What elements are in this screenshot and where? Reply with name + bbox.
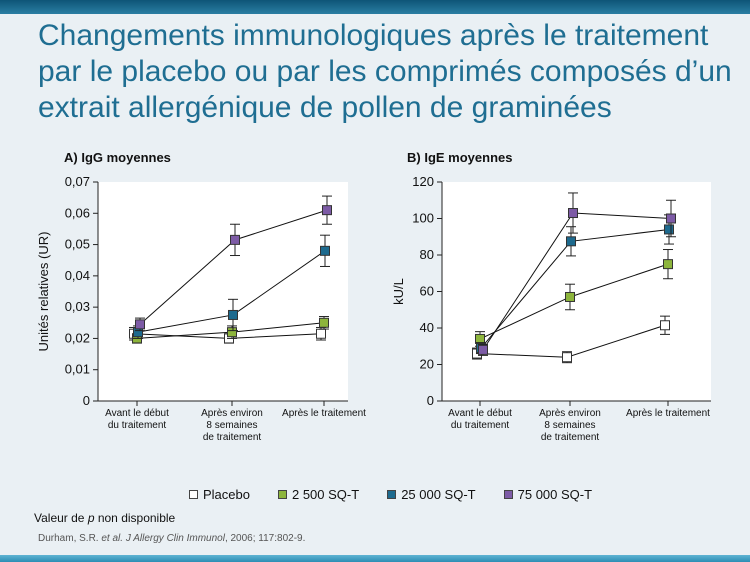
legend-label: 2 500 SQ-T — [291, 486, 360, 502]
y-tick-label: 0,01 — [65, 362, 90, 377]
data-point — [227, 327, 237, 338]
x-tick-label: Après le traitement — [626, 408, 710, 419]
chart-title: B) IgE moyennes — [407, 150, 512, 165]
y-tick-label: 0,02 — [65, 330, 90, 345]
x-tick-label-line: Après environ — [201, 408, 263, 419]
y-tick-label: 20 — [420, 357, 434, 372]
data-point — [566, 236, 576, 247]
legend-item: 75 000 SQ-T — [503, 486, 593, 502]
y-axis-label: kU/L — [391, 278, 406, 305]
data-point — [320, 245, 330, 256]
x-tick-label-line: du traitement — [451, 420, 510, 431]
legend-label: Placebo — [203, 486, 250, 502]
data-point — [663, 259, 673, 270]
y-tick-label: 40 — [420, 320, 434, 335]
data-point — [664, 224, 674, 235]
data-point — [568, 208, 578, 219]
slide-title: Changements immunologiques après le trai… — [38, 19, 732, 124]
data-point — [228, 309, 238, 320]
y-tick-label: 0,07 — [65, 174, 90, 189]
y-tick-label: 0,06 — [65, 205, 90, 220]
citation-author: Durham, S.R. — [38, 533, 102, 544]
x-tick-label: Après environ 8 semaines de traitement — [539, 408, 601, 443]
chart-ige: B) IgE moyennes 0 20 40 60 80 100 120 kU/L Avant … — [391, 150, 711, 443]
legend-item: 25 000 SQ-T — [387, 486, 476, 502]
legend-swatch — [189, 489, 198, 499]
y-tick-label: 100 — [412, 211, 434, 226]
data-point — [565, 291, 575, 302]
footnote-suffix: non disponible — [94, 511, 176, 525]
x-tick-label-line: Après environ — [539, 408, 601, 419]
data-point — [319, 317, 329, 328]
data-point — [562, 352, 572, 363]
y-tick-label: 0 — [83, 393, 90, 408]
y-axis-label: Unités relatives (UR) — [36, 232, 51, 352]
data-point — [316, 328, 326, 339]
footnote: Valeur de p non disponible — [34, 511, 175, 525]
legend-swatch — [387, 489, 397, 499]
data-point — [230, 234, 240, 245]
y-tick-label: 0 — [427, 393, 434, 408]
y-tick-label: 0,03 — [65, 299, 90, 314]
x-tick-label-line: de traitement — [203, 432, 262, 443]
y-tick-label: 0,05 — [65, 237, 90, 252]
y-tick-label: 0,04 — [65, 268, 90, 283]
legend-item: 2 500 SQ-T — [277, 486, 360, 502]
plot-background — [98, 182, 348, 401]
y-tick-label: 120 — [412, 174, 434, 189]
citation: Durham, S.R. et al. J Allergy Clin Immun… — [38, 533, 305, 544]
x-tick-label-line: Avant le début — [448, 408, 512, 419]
footnote-prefix: Valeur de — [34, 511, 88, 525]
x-tick-label-line: du traitement — [108, 420, 167, 431]
x-tick-label: Avant le début du traitement — [448, 408, 512, 431]
x-tick-label: Avant le début du traitement — [105, 408, 169, 431]
citation-journal: J Allergy Clin Immunol — [123, 533, 225, 544]
legend-label: 75 000 SQ-T — [517, 486, 593, 502]
legend-item: Placebo — [189, 487, 250, 502]
x-tick-label-line: Après le traitement — [282, 408, 366, 419]
bottom-accent-bar — [0, 555, 750, 562]
citation-etal: et al. — [101, 533, 124, 544]
x-tick-label-line: de traitement — [541, 432, 600, 443]
x-tick-label-line: 8 semaines — [544, 420, 595, 431]
chart-igg: A) IgG moyennes 0 0,01 0,02 0,03 0,04 0,05 0,06… — [36, 150, 366, 443]
chart-legend: Placebo 2 500 SQ-T 25 000 SQ-T 75 000 SQ-T — [189, 485, 620, 503]
legend-swatch — [503, 489, 513, 499]
x-tick-label-line: Après le traitement — [626, 408, 710, 419]
y-tick-label: 80 — [420, 247, 434, 262]
legend-label: 25 000 SQ-T — [401, 486, 476, 502]
x-tick-label: Après le traitement — [282, 408, 366, 419]
top-accent-bar — [0, 0, 750, 14]
data-point — [666, 213, 676, 224]
citation-rest: , 2006; 117:802-9. — [224, 533, 306, 544]
y-tick-label: 60 — [420, 284, 434, 299]
data-point — [322, 205, 332, 216]
footnote-p: p — [87, 511, 95, 525]
legend-swatch — [277, 489, 287, 499]
data-point — [135, 319, 145, 330]
data-point — [478, 344, 488, 355]
chart-title: A) IgG moyennes — [64, 150, 171, 165]
data-point — [660, 320, 670, 331]
x-tick-label: Après environ 8 semaines de traitement — [201, 408, 263, 443]
x-tick-label-line: Avant le début — [105, 408, 169, 419]
x-tick-label-line: 8 semaines — [206, 420, 257, 431]
